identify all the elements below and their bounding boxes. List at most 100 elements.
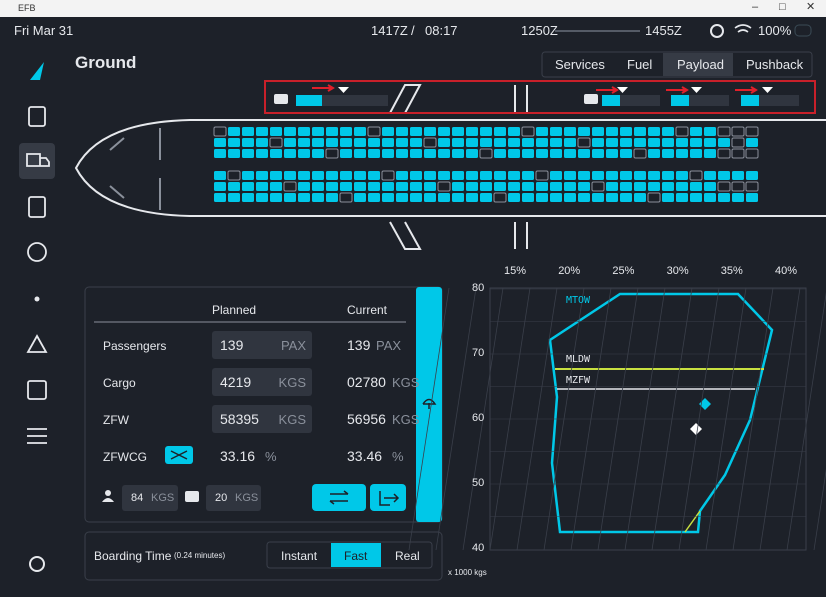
cargo-fill	[741, 95, 759, 106]
seat	[242, 149, 254, 158]
nav-navigation[interactable]	[27, 242, 47, 262]
seat	[269, 137, 283, 148]
seat	[354, 171, 366, 180]
planned-value: 58395	[220, 411, 259, 427]
seat	[745, 126, 759, 137]
current-unit: KGS	[392, 375, 420, 390]
seat	[228, 127, 240, 136]
seat	[438, 149, 450, 158]
seat	[578, 149, 590, 158]
seat	[312, 127, 324, 136]
planned-unit: KGS	[278, 375, 306, 390]
nav-ground-icon	[26, 153, 50, 167]
tab[interactable]: Fuel	[627, 57, 653, 72]
seat	[536, 138, 548, 147]
cargo-fill	[296, 95, 322, 106]
close-button[interactable]: ✕	[806, 1, 816, 13]
tab[interactable]: Pushback	[746, 57, 804, 72]
seat	[382, 182, 394, 191]
seat	[535, 170, 549, 181]
settings-icon[interactable]	[710, 24, 724, 38]
grid-line	[786, 291, 826, 551]
seat	[256, 138, 268, 147]
planned-value: 33.16	[220, 448, 256, 464]
cargo-fill	[671, 95, 689, 106]
seat	[690, 193, 702, 202]
seat	[339, 192, 353, 203]
seat	[564, 171, 576, 180]
nav-settings[interactable]	[29, 556, 45, 572]
seat	[466, 138, 478, 147]
seat	[746, 193, 758, 202]
seat	[298, 182, 310, 191]
seat	[354, 182, 366, 191]
seat	[396, 149, 408, 158]
seat	[704, 193, 716, 202]
minimize-button[interactable]: –	[752, 1, 759, 13]
planned-input[interactable]	[212, 331, 312, 359]
seat	[410, 193, 422, 202]
seat	[675, 126, 689, 137]
seat	[550, 182, 562, 191]
seat	[718, 193, 730, 202]
seat	[536, 193, 548, 202]
seat	[396, 138, 408, 147]
wings	[389, 84, 528, 250]
swap-button[interactable]	[312, 484, 366, 511]
seat	[620, 182, 632, 191]
nav-failures[interactable]	[26, 334, 48, 353]
maximize-button[interactable]: □	[779, 1, 786, 13]
seat	[270, 127, 282, 136]
utc-time: 1417Z	[371, 23, 408, 38]
swap-icon	[329, 490, 349, 505]
nav-atc[interactable]	[34, 296, 40, 302]
planned-input[interactable]	[212, 405, 312, 433]
seat	[634, 182, 646, 191]
nav-performance[interactable]	[28, 196, 46, 218]
nav-checklists[interactable]	[27, 380, 47, 400]
planned-input[interactable]	[212, 368, 312, 396]
bag-weight-input[interactable]	[206, 485, 261, 511]
boarding-options	[266, 541, 433, 569]
current-value: 02780	[347, 374, 386, 390]
boarding-option[interactable]: Real	[395, 549, 420, 563]
tab-active[interactable]: Payload	[677, 57, 724, 72]
grid-line	[435, 287, 477, 551]
page-title: Ground	[75, 53, 137, 72]
seat	[228, 182, 240, 191]
boarding-option-active[interactable]	[331, 543, 381, 567]
fuselage	[74, 119, 826, 217]
mtow-envelope	[548, 292, 774, 534]
pax-weight-input[interactable]	[122, 485, 178, 511]
seat	[423, 137, 437, 148]
row-label: Cargo	[103, 376, 136, 390]
seat	[676, 149, 688, 158]
boarding-option[interactable]: Instant	[281, 549, 318, 563]
seat	[396, 171, 408, 180]
boarding-label: Boarding Time	[94, 549, 172, 563]
seat	[704, 182, 716, 191]
seat	[564, 138, 576, 147]
seat	[606, 182, 618, 191]
seat	[536, 182, 548, 191]
seat	[704, 127, 716, 136]
current-value: 139	[347, 337, 371, 353]
seat	[564, 182, 576, 191]
seat	[466, 171, 478, 180]
nav-settings-sliders[interactable]	[27, 428, 47, 444]
seat	[452, 127, 464, 136]
nav-ground-active[interactable]	[19, 143, 55, 179]
seat	[606, 149, 618, 158]
planned-unit: PAX	[280, 338, 306, 353]
envelope-label: MLDW	[566, 354, 591, 365]
boarding-option[interactable]: Fast	[344, 549, 368, 563]
seat	[340, 182, 352, 191]
tab[interactable]: Services	[555, 57, 605, 72]
nav-dispatch[interactable]	[28, 106, 46, 127]
seat	[312, 182, 324, 191]
seat	[368, 149, 380, 158]
seat	[480, 127, 492, 136]
bag-weight: 20	[215, 492, 228, 504]
seat	[381, 170, 395, 181]
